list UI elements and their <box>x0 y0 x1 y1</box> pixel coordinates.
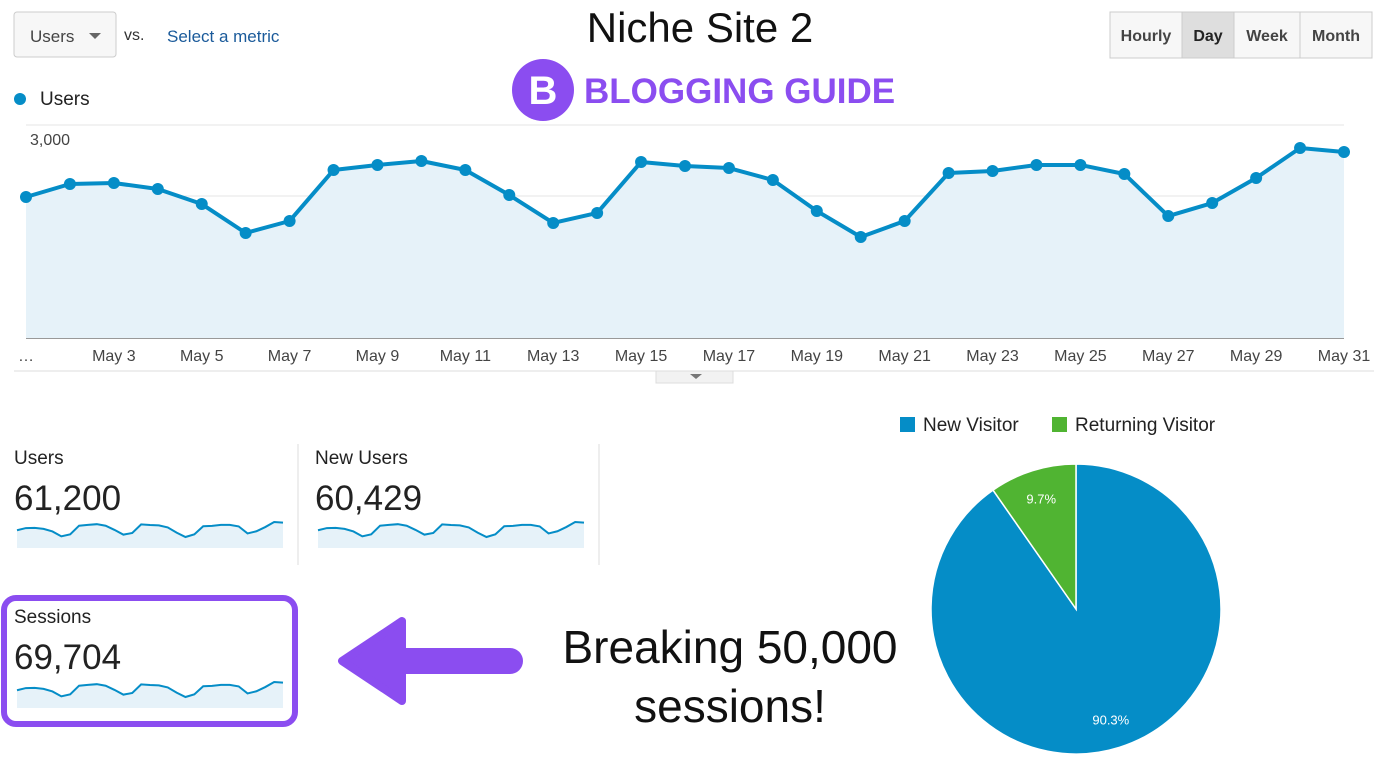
collapse-caret <box>690 374 702 379</box>
logo-letter: B <box>529 69 558 113</box>
point <box>986 165 999 178</box>
point <box>327 164 340 177</box>
x-tick-label: May 23 <box>966 348 1019 365</box>
point <box>371 158 384 171</box>
period-button[interactable] <box>1109 11 1183 59</box>
point <box>591 206 604 219</box>
x-tick-label: May 19 <box>791 348 844 365</box>
point <box>1294 142 1307 155</box>
sparkline-area <box>17 522 283 548</box>
annotation-line: Breaking 50,000 <box>562 621 897 673</box>
point <box>283 214 296 227</box>
sparkline-area <box>318 522 584 548</box>
logo-circle <box>512 59 574 121</box>
legend-label: New Visitor <box>923 415 1019 436</box>
point <box>547 216 560 229</box>
x-tick-label: … <box>18 348 34 365</box>
point <box>854 230 867 243</box>
select-metric-link[interactable]: Select a metric <box>167 27 280 46</box>
period-label: Hourly <box>1121 28 1172 45</box>
period-button[interactable] <box>1299 11 1373 59</box>
legend-label: Returning Visitor <box>1075 415 1216 436</box>
sparkline-area <box>17 682 283 708</box>
x-tick-label: May 29 <box>1230 348 1283 365</box>
point <box>722 162 735 175</box>
area <box>26 148 1344 338</box>
period-label: Month <box>1312 28 1360 45</box>
point <box>107 177 120 190</box>
point <box>239 226 252 239</box>
point <box>679 159 691 172</box>
point <box>1030 158 1043 171</box>
metric-value: 61,200 <box>14 479 121 518</box>
x-tick-label: May 13 <box>527 348 580 365</box>
metric-label: Users <box>14 448 64 469</box>
logo-text: BLOGGING GUIDE <box>584 72 895 111</box>
point <box>503 189 516 202</box>
point <box>459 164 472 177</box>
highlight-box <box>1 595 298 727</box>
point <box>942 166 955 179</box>
point <box>20 190 32 203</box>
x-tick-label: May 17 <box>703 348 756 365</box>
x-tick-label: May 15 <box>615 348 668 365</box>
metric-label: Sessions <box>14 607 91 628</box>
metric-value: 69,704 <box>14 638 121 677</box>
x-tick-label: May 25 <box>1054 348 1107 365</box>
pie-slice <box>930 463 1222 755</box>
legend-swatch <box>1052 417 1067 432</box>
point <box>635 155 648 168</box>
metric-dropdown[interactable] <box>13 11 117 58</box>
point <box>151 182 164 195</box>
y-tick-label: 3,000 <box>30 132 70 149</box>
metric-label: Users <box>30 27 74 46</box>
legend-swatch <box>900 417 915 432</box>
vs-label: vs. <box>124 27 144 44</box>
x-tick-label: May 9 <box>356 348 400 365</box>
annotation-line: sessions! <box>634 680 826 732</box>
dropdown-caret <box>89 33 101 39</box>
period-button[interactable] <box>1233 11 1301 59</box>
x-tick-label: May 27 <box>1142 348 1195 365</box>
point <box>63 178 76 191</box>
x-tick-label: May 5 <box>180 348 224 365</box>
legend-label: Users <box>40 89 90 110</box>
x-tick-label: May 11 <box>440 348 491 365</box>
metric-label: New Users <box>315 448 408 469</box>
legend-marker <box>14 93 26 105</box>
sparkline <box>16 680 284 699</box>
pie-slice <box>991 463 1077 612</box>
x-tick-label: May 21 <box>878 348 931 365</box>
period-button[interactable] <box>1181 11 1235 59</box>
point <box>415 154 428 167</box>
metric-value: 60,429 <box>315 479 422 518</box>
period-label: Week <box>1246 28 1288 45</box>
point <box>898 214 911 227</box>
point <box>1250 171 1263 184</box>
x-tick-label: May 7 <box>268 348 312 365</box>
point <box>1074 158 1087 171</box>
arrow-head <box>338 617 406 705</box>
sparkline <box>16 520 284 539</box>
pie-label: 9.7% <box>1026 491 1056 506</box>
point <box>195 198 208 211</box>
point <box>1162 210 1175 223</box>
point <box>810 204 823 217</box>
sparkline <box>317 520 585 539</box>
point <box>1206 197 1219 210</box>
x-tick-label: May 3 <box>92 348 136 365</box>
page-title: Niche Site 2 <box>587 4 813 51</box>
point <box>766 174 779 187</box>
pie-label: 90.3% <box>1092 713 1129 728</box>
point <box>1118 167 1131 180</box>
period-label: Day <box>1193 28 1222 45</box>
point <box>1338 145 1350 158</box>
x-tick-label: May 31 <box>1318 348 1371 365</box>
